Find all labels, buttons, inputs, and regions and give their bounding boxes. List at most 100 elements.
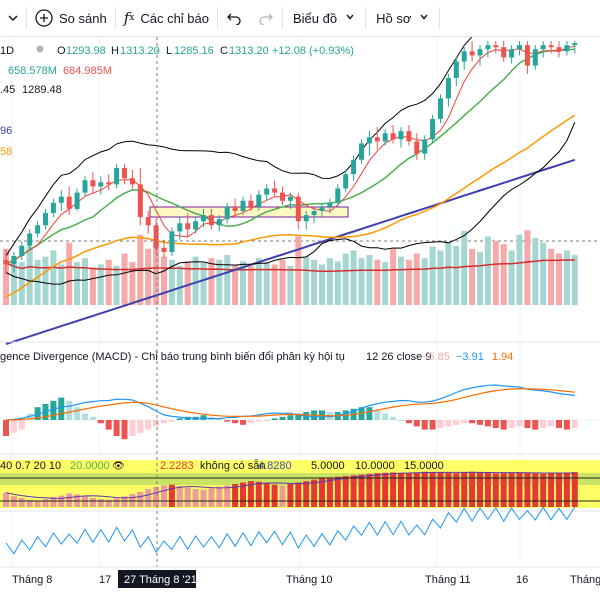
macd-pane[interactable]: gence Divergence (MACD) - Chỉ báo trung … (0, 351, 600, 440)
eye-icon[interactable]: 👁 (112, 461, 125, 472)
chart-menu-button[interactable]: Biểu đồ (283, 0, 365, 36)
macd-params: 12 26 close 9 (366, 351, 431, 363)
volume-bar (429, 246, 436, 305)
profile-menu-button[interactable]: Hồ sơ (366, 0, 439, 36)
candle-body (374, 137, 380, 142)
oscillator-bar (10, 496, 17, 507)
volume-bar (176, 266, 183, 305)
menu-button[interactable] (0, 0, 26, 36)
indicator-value-a: .45 (0, 84, 15, 96)
macd-hist-bar (121, 420, 128, 440)
oscillator-bar (390, 472, 397, 507)
oscillator-bar (429, 472, 436, 507)
candle-body (359, 143, 364, 160)
macd-hist-bar (168, 420, 175, 422)
macd-hist-bar (540, 420, 547, 428)
oscillator-bar (168, 484, 175, 507)
volume-bar (469, 248, 476, 305)
status-dot-icon (36, 45, 44, 53)
oscillator-bar (477, 472, 483, 507)
candle-body (208, 215, 214, 226)
candle-body (406, 131, 412, 142)
chart-area[interactable]: 1D O 1293.98 H 1313.20 L 1285.16 C 1313.… (0, 37, 600, 600)
oscillator-value-2: 2.2283 (160, 460, 194, 472)
macd-hist-bar (232, 420, 239, 424)
interval-label: 1D (0, 45, 14, 57)
plus-circle-icon (35, 9, 53, 27)
redo-button[interactable] (250, 0, 282, 36)
volume-bar (10, 258, 17, 305)
undo-button[interactable] (218, 0, 250, 36)
candle-body (43, 213, 48, 226)
oscillator-bar (571, 472, 578, 507)
oscillator-bar (295, 482, 302, 507)
volume-bar (421, 258, 428, 305)
oscillator-bar (358, 474, 365, 507)
macd-line-value: −3.91 (456, 351, 484, 363)
macd-hist-bar (34, 407, 41, 420)
candle-body (153, 225, 159, 248)
oscillator-bar (34, 500, 41, 507)
open-value: 1293.98 (66, 45, 106, 57)
macd-hist-bar (469, 420, 476, 424)
oscillator-bar (461, 472, 468, 507)
macd-hist-bar (161, 420, 167, 424)
bottom-indicator-pane[interactable] (5, 506, 576, 555)
chevron-down-icon (419, 12, 429, 25)
candle-body (287, 196, 293, 201)
volume-bar (42, 256, 49, 305)
candle-body (240, 200, 246, 211)
volume-bar (50, 250, 57, 305)
volume-bar (390, 248, 397, 305)
compare-button[interactable]: So sánh (27, 0, 115, 36)
oscillator-bar (524, 472, 531, 507)
oscillator-bar (137, 491, 144, 507)
volume-bar (121, 253, 128, 305)
candle-body (485, 45, 491, 50)
macd-hist-value: −5.85 (422, 351, 450, 363)
volume-bar (145, 248, 152, 305)
time-label: Tháng (570, 574, 600, 586)
volume-bar (58, 264, 65, 305)
price-pane[interactable] (0, 37, 600, 345)
bollinger-upper-line (5, 37, 473, 257)
oscillator-value-3: 4.8280 (258, 460, 292, 472)
candle-body (114, 168, 120, 185)
volume-bar (113, 266, 120, 305)
candle-body (98, 182, 104, 187)
macd-hist-bar (176, 418, 183, 420)
candle-body (477, 49, 483, 56)
macd-hist-bar (271, 418, 278, 420)
oscillator-bar (3, 492, 9, 507)
oscillator-bar (176, 486, 183, 507)
candle-body (58, 196, 64, 203)
oscillator-na-label: không có sẵn (200, 459, 265, 472)
macd-line (5, 384, 575, 421)
oscillator-bar (82, 496, 88, 507)
macd-hist-bar (492, 420, 499, 428)
oscillator-bar (469, 471, 476, 507)
candle-body (532, 49, 538, 66)
volume-bar (350, 250, 357, 305)
candle-body (177, 223, 183, 232)
macd-hist-bar (429, 420, 436, 430)
candle-body (438, 98, 443, 119)
toolbar-divider (365, 7, 367, 29)
ma-slow-value: 58 (0, 146, 12, 158)
oscillator-pane[interactable]: 40 0.7 20 10 20.0000 👁 2.2283 không có s… (0, 459, 600, 508)
candle-body (524, 45, 530, 66)
oscillator-bar (421, 471, 428, 507)
volume-bar (232, 264, 239, 305)
volume-bar (208, 258, 215, 305)
oscillator-bar (508, 472, 515, 507)
oscillator-bar (224, 485, 231, 507)
volume-bar (508, 250, 515, 305)
time-axis[interactable]: Tháng 8 17 27 Tháng 8 '21 Tháng 10 Tháng… (0, 566, 600, 588)
macd-hist-bar (145, 420, 152, 430)
oscillator-bar (492, 473, 499, 507)
oscillator-bar (398, 472, 404, 507)
close-label: C (220, 45, 228, 57)
volume-bar (524, 230, 531, 305)
macd-hist-bar (129, 420, 136, 436)
